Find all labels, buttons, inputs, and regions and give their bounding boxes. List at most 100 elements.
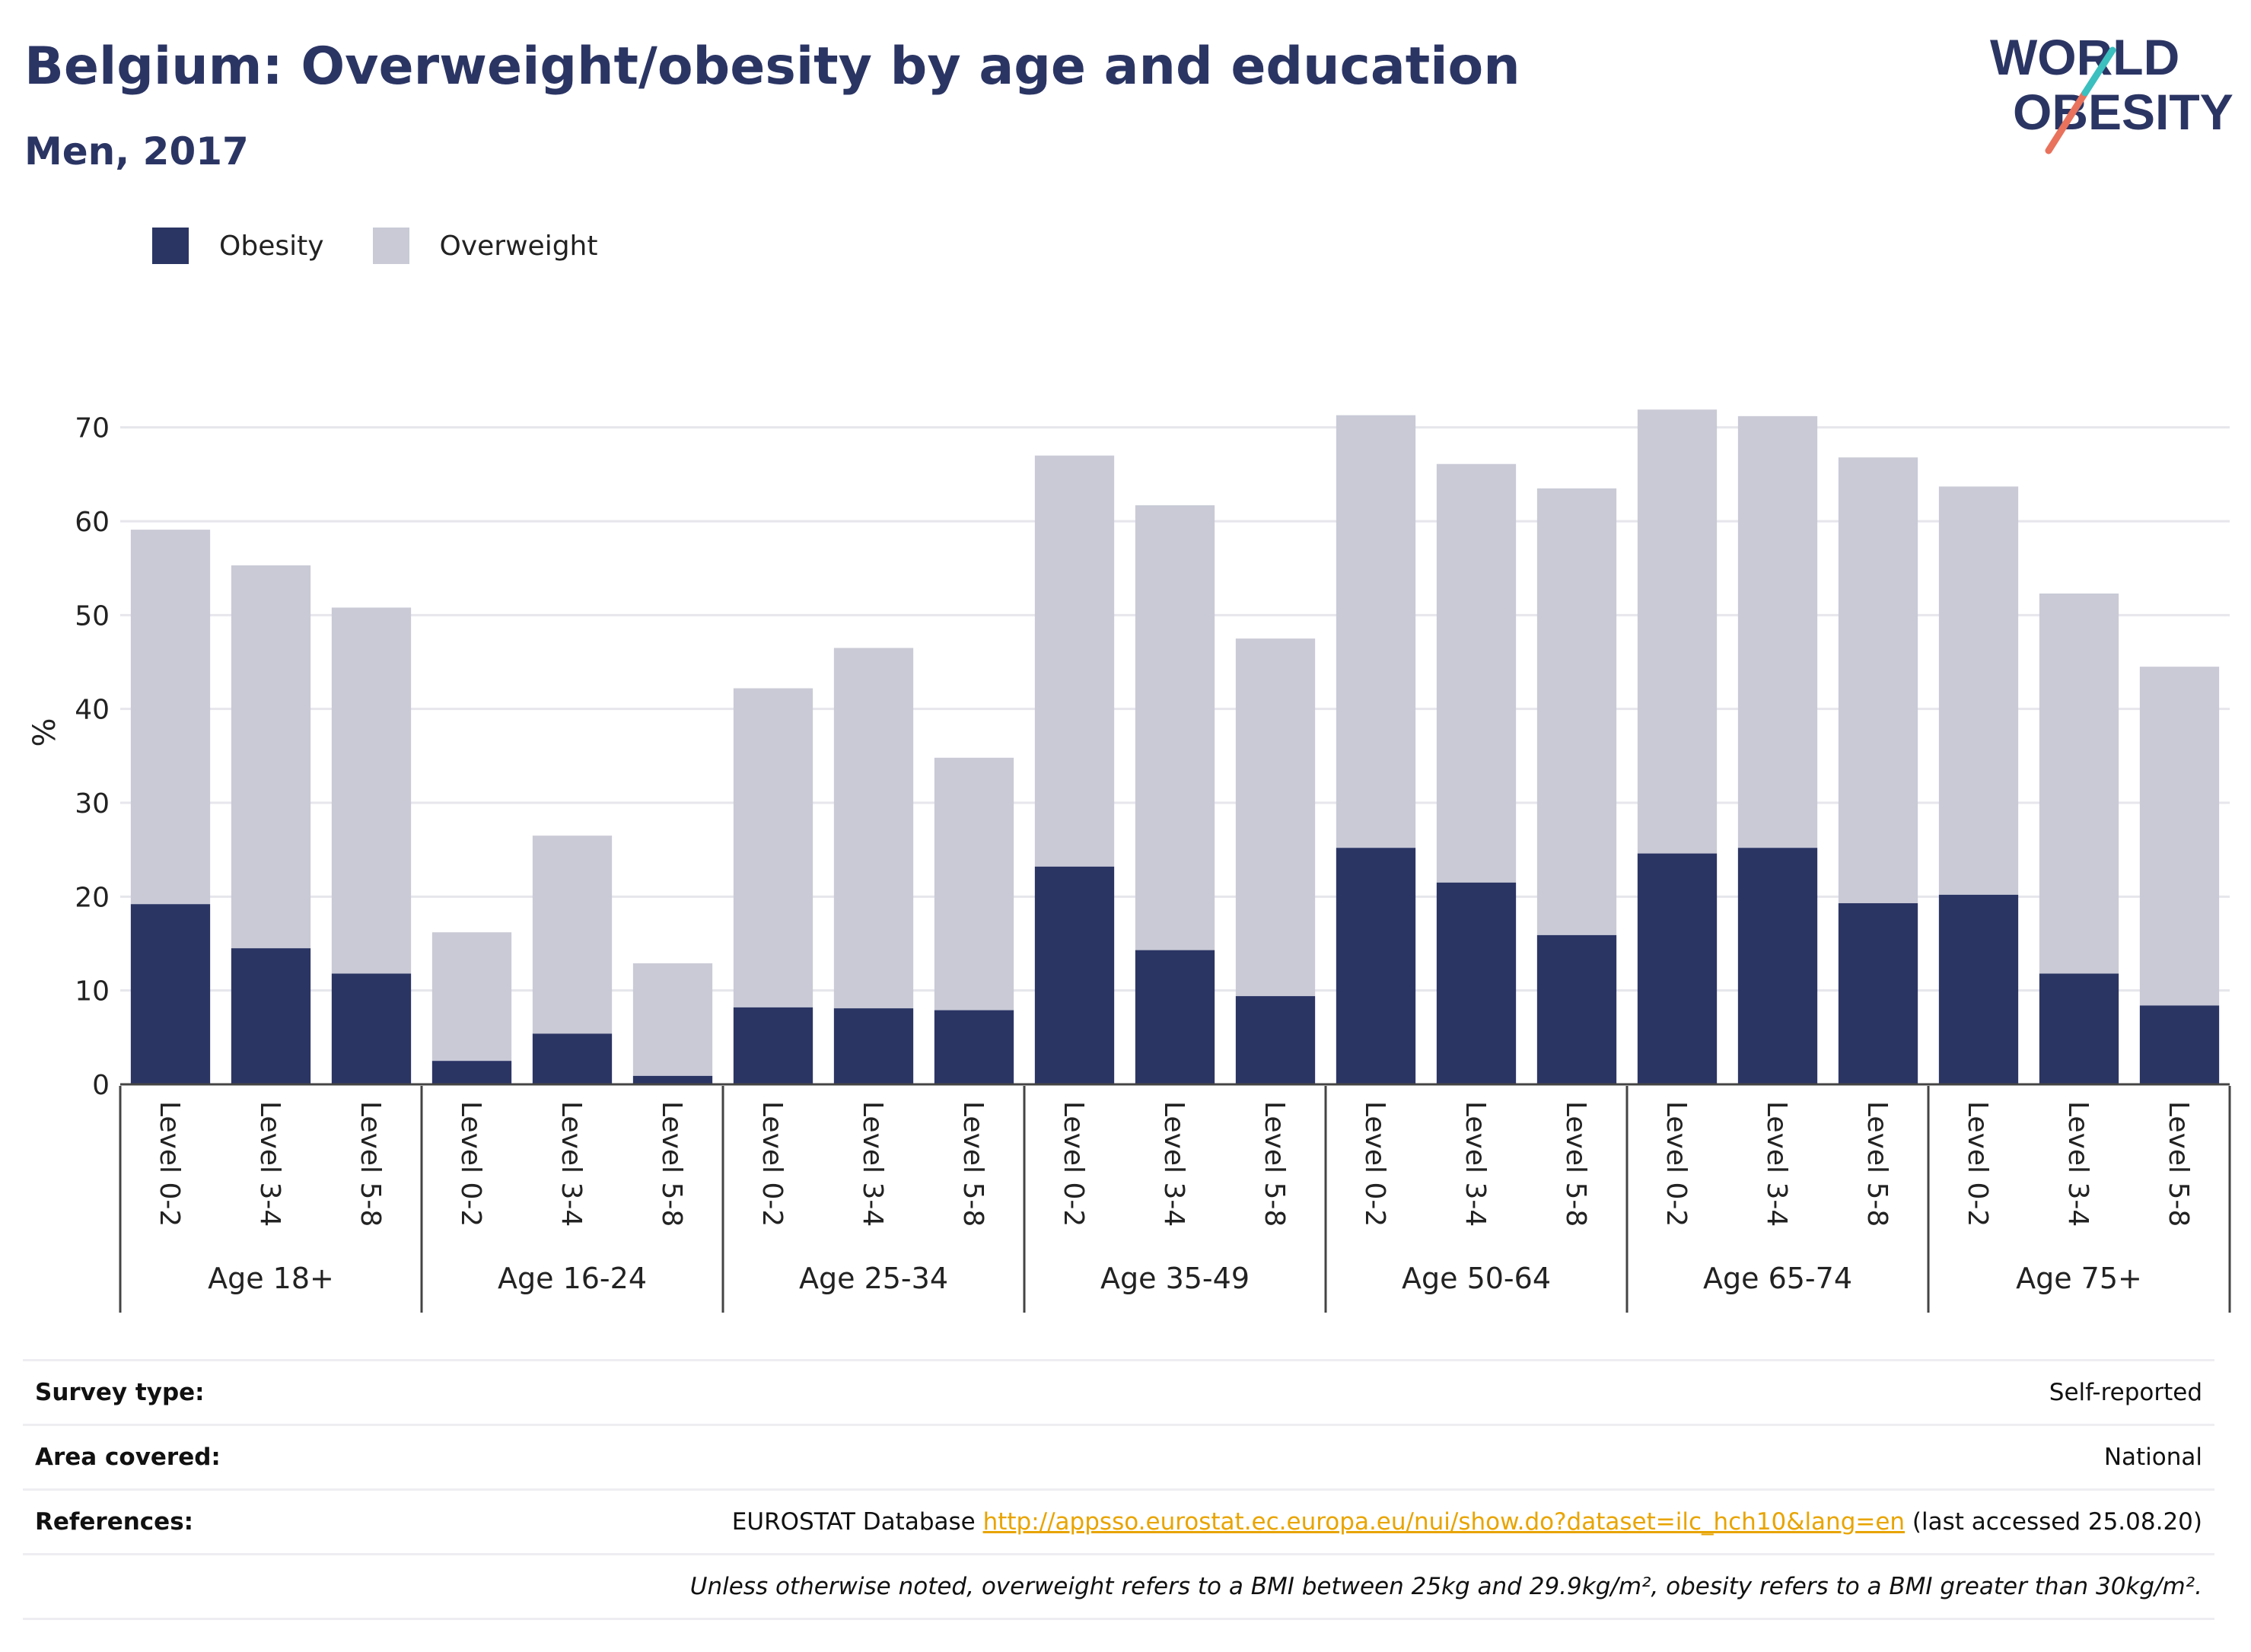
bar-overweight xyxy=(1637,409,1718,854)
survey-type-value: Self-reported xyxy=(2049,1379,2202,1406)
y-tick-label: 60 xyxy=(75,507,110,538)
area-covered-label: Area covered: xyxy=(35,1444,221,1471)
y-tick-label: 20 xyxy=(75,882,110,913)
x-tick-label: Level 0-2 xyxy=(1660,1101,1692,1227)
info-row-references: References: EUROSTAT Database http://app… xyxy=(23,1488,2214,1553)
x-tick-label: Level 3-4 xyxy=(2062,1101,2093,1227)
chart-subtitle: Men, 2017 xyxy=(24,129,249,173)
legend-item-overweight[interactable]: Overweight xyxy=(372,228,598,264)
bar-obesity xyxy=(231,948,311,1084)
x-tick-label: Level 0-2 xyxy=(1962,1101,1993,1227)
bar-obesity xyxy=(1235,996,1316,1084)
legend-swatch-obesity xyxy=(152,228,189,264)
bar-overweight xyxy=(1436,463,1517,883)
group-label: Age 16-24 xyxy=(498,1262,647,1295)
chart-title: Belgium: Overweight/obesity by age and e… xyxy=(24,37,1520,97)
bar-overweight xyxy=(1838,457,1918,903)
legend-label-obesity: Obesity xyxy=(219,230,324,262)
bar-obesity xyxy=(632,1075,713,1084)
references-prefix: EUROSTAT Database xyxy=(731,1508,983,1536)
x-tick-label: Level 3-4 xyxy=(857,1101,888,1227)
references-label: References: xyxy=(35,1508,194,1536)
bar-obesity xyxy=(1436,882,1517,1084)
bar-overweight xyxy=(733,688,813,1007)
bar-obesity xyxy=(1034,866,1115,1084)
survey-type-label: Survey type: xyxy=(35,1379,205,1406)
x-tick-label: Level 5-8 xyxy=(656,1101,687,1227)
bar-overweight xyxy=(1135,505,1215,950)
y-tick-label: 0 xyxy=(92,1070,110,1101)
info-table: Survey type: Self-reported Area covered:… xyxy=(23,1359,2214,1620)
x-tick-label: Level 5-8 xyxy=(1259,1101,1290,1227)
x-tick-label: Level 5-8 xyxy=(1560,1101,1591,1227)
bar-overweight xyxy=(1536,488,1617,935)
bar-obesity xyxy=(331,973,412,1084)
bar-overweight xyxy=(1737,415,1818,848)
bar-overweight xyxy=(331,607,412,974)
x-tick-label: Level 5-8 xyxy=(957,1101,989,1227)
group-label: Age 18+ xyxy=(208,1262,334,1295)
bar-overweight xyxy=(2039,593,2119,974)
bar-overweight xyxy=(431,932,512,1062)
bar-overweight xyxy=(1034,455,1115,867)
x-tick-label: Level 5-8 xyxy=(2163,1101,2194,1227)
bar-obesity xyxy=(733,1007,813,1084)
group-label: Age 65-74 xyxy=(1703,1262,1852,1295)
x-tick-label: Level 0-2 xyxy=(1058,1101,1089,1227)
bar-overweight xyxy=(1235,638,1316,997)
x-tick-label: Level 3-4 xyxy=(254,1101,285,1227)
x-tick-label: Level 0-2 xyxy=(154,1101,185,1227)
y-tick-label: 70 xyxy=(75,413,110,444)
bar-obesity xyxy=(1938,894,2019,1084)
bar-overweight xyxy=(833,648,914,1009)
group-label: Age 50-64 xyxy=(1402,1262,1551,1295)
bar-obesity xyxy=(2139,1005,2220,1084)
bar-obesity xyxy=(1536,934,1617,1084)
bar-obesity xyxy=(1336,848,1416,1084)
y-tick-label: 50 xyxy=(75,600,110,632)
x-tick-label: Level 3-4 xyxy=(1761,1101,1792,1227)
bar-overweight xyxy=(1938,486,2019,895)
group-label: Age 25-34 xyxy=(799,1262,948,1295)
x-tick-label: Level 3-4 xyxy=(1158,1101,1189,1227)
bar-obesity xyxy=(1637,853,1718,1084)
bar-obesity xyxy=(1838,902,1918,1084)
bar-obesity xyxy=(431,1061,512,1084)
bar-overweight xyxy=(532,836,613,1034)
x-tick-label: Level 0-2 xyxy=(756,1101,788,1227)
bar-obesity xyxy=(532,1033,613,1084)
info-row-area: Area covered: National xyxy=(23,1424,2214,1488)
x-tick-label: Level 5-8 xyxy=(1861,1101,1893,1227)
logo-line2: OBESITY xyxy=(2013,84,2233,140)
legend: Obesity Overweight xyxy=(152,225,646,266)
bar-overweight xyxy=(1336,415,1416,848)
x-tick-label: Level 3-4 xyxy=(556,1101,587,1227)
x-tick-label: Level 3-4 xyxy=(1460,1101,1491,1227)
bar-obesity xyxy=(833,1008,914,1084)
bar-overweight xyxy=(130,530,211,905)
legend-label-overweight: Overweight xyxy=(439,230,598,262)
y-tick-label: 30 xyxy=(75,788,110,820)
x-tick-label: Level 0-2 xyxy=(455,1101,486,1227)
legend-item-obesity[interactable]: Obesity xyxy=(152,228,324,264)
y-tick-label: 10 xyxy=(75,976,110,1007)
info-row-survey: Survey type: Self-reported xyxy=(23,1359,2214,1424)
bar-obesity xyxy=(1135,950,1215,1084)
logo-line1: WORLD xyxy=(1990,29,2179,85)
area-covered-value: National xyxy=(2103,1444,2202,1471)
bar-obesity xyxy=(2039,973,2119,1084)
bar-obesity xyxy=(130,904,211,1084)
world-obesity-logo: WORLD OBESITY xyxy=(1990,29,2233,154)
group-label: Age 35-49 xyxy=(1100,1262,1250,1295)
bar-obesity xyxy=(1737,848,1818,1084)
x-tick-label: Level 0-2 xyxy=(1359,1101,1390,1227)
bar-overweight xyxy=(231,565,311,949)
bar-obesity xyxy=(934,1010,1014,1084)
bar-overweight xyxy=(632,963,713,1076)
references-link[interactable]: http://appsso.eurostat.ec.europa.eu/nui/… xyxy=(982,1508,1906,1536)
y-axis-label: % xyxy=(27,718,62,746)
legend-swatch-overweight xyxy=(372,228,409,264)
info-row-note: Unless otherwise noted, overweight refer… xyxy=(23,1553,2214,1620)
bar-overweight xyxy=(2139,667,2220,1006)
references-value: EUROSTAT Database http://appsso.eurostat… xyxy=(732,1508,2202,1536)
